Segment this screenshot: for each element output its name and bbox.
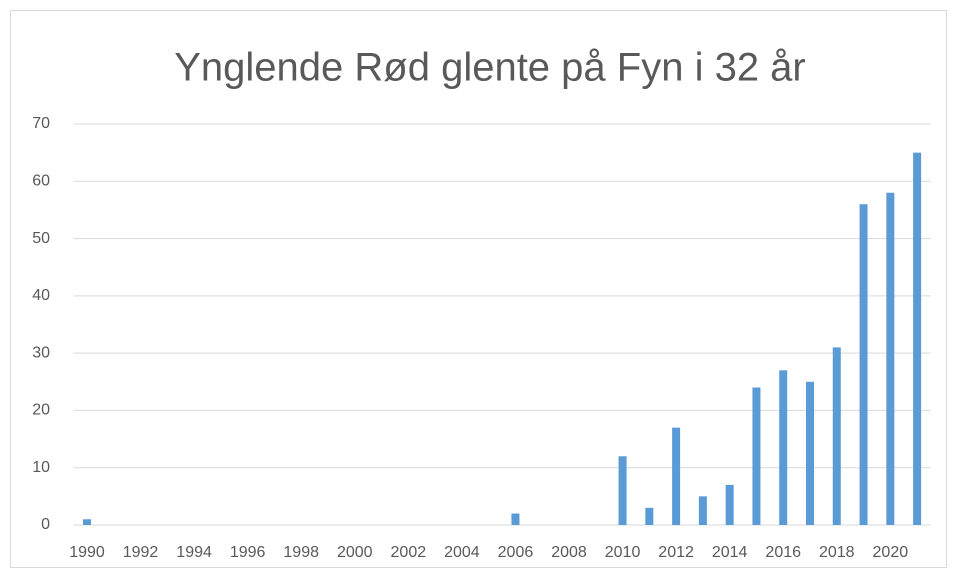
bar [82, 519, 91, 525]
y-tick-label: 70 [32, 115, 50, 132]
x-tick-label: 1996 [230, 544, 266, 561]
x-tick-label: 2010 [605, 544, 641, 561]
y-tick-label: 30 [32, 344, 50, 361]
bar [511, 513, 520, 525]
chart-frame [10, 10, 947, 568]
bar [752, 387, 761, 525]
y-tick-label: 10 [32, 459, 50, 476]
x-tick-label: 2014 [712, 544, 748, 561]
y-tick-label: 40 [32, 287, 50, 304]
y-tick-label: 0 [41, 516, 50, 533]
bar [886, 192, 895, 525]
x-tick-label: 1990 [69, 544, 105, 561]
x-tick-label: 2016 [765, 544, 801, 561]
y-tick-label: 50 [32, 230, 50, 247]
bar [859, 204, 868, 525]
bar [779, 370, 788, 525]
x-tick-label: 2020 [873, 544, 909, 561]
bar [645, 507, 654, 525]
x-tick-label: 1998 [283, 544, 319, 561]
x-tick-label: 2000 [337, 544, 373, 561]
y-tick-label: 60 [32, 173, 50, 190]
bar [618, 456, 627, 525]
x-tick-label: 2008 [551, 544, 587, 561]
x-tick-label: 1992 [123, 544, 159, 561]
chart-title: Ynglende Rød glente på Fyn i 32 år [174, 46, 806, 90]
bar [698, 496, 707, 525]
x-tick-label: 2018 [819, 544, 855, 561]
x-tick-label: 2006 [498, 544, 534, 561]
bar [832, 347, 841, 525]
bar [725, 484, 734, 525]
bar [805, 381, 814, 525]
bar [672, 427, 681, 525]
x-tick-label: 2002 [391, 544, 427, 561]
y-tick-label: 20 [32, 402, 50, 419]
x-tick-label: 1994 [176, 544, 212, 561]
bar [913, 152, 922, 525]
x-tick-label: 2012 [658, 544, 694, 561]
x-tick-label: 2004 [444, 544, 480, 561]
